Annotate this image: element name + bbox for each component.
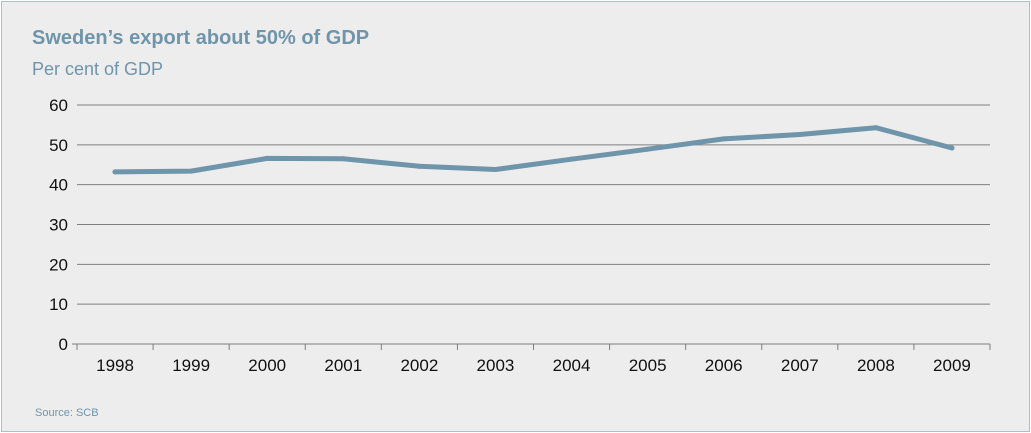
data-point <box>492 167 498 173</box>
data-point <box>949 145 955 151</box>
y-tick-label: 30 <box>49 216 68 235</box>
x-axis <box>72 343 991 350</box>
y-tick-label: 0 <box>59 335 68 354</box>
chart-subtitle: Per cent of GDP <box>32 59 164 79</box>
x-tick-label: 1999 <box>172 356 210 375</box>
y-tick-label: 20 <box>49 255 68 274</box>
data-point <box>569 156 575 162</box>
chart-title: Sweden’s export about 50% of GDP <box>32 27 370 49</box>
data-point <box>645 146 651 152</box>
y-tick-labels: 0 10 20 30 40 50 60 <box>49 96 68 354</box>
x-tick-label: 1998 <box>96 356 134 375</box>
data-point <box>112 169 118 175</box>
x-tick-label: 2007 <box>781 356 819 375</box>
y-tick-label: 50 <box>49 136 68 155</box>
series-group <box>112 125 955 175</box>
data-point <box>416 163 422 169</box>
y-tick-label: 60 <box>49 96 68 115</box>
data-point <box>797 131 803 137</box>
x-tick-label: 2005 <box>629 356 667 375</box>
x-tick-label: 2003 <box>477 356 515 375</box>
x-tick-label: 2002 <box>400 356 438 375</box>
series-line <box>112 125 955 175</box>
data-point <box>188 168 194 174</box>
x-tick-label: 2009 <box>933 356 971 375</box>
data-point <box>873 125 879 131</box>
y-tick-label: 10 <box>49 295 68 314</box>
x-tick-label: 2006 <box>705 356 743 375</box>
x-tick-label: 2004 <box>553 356 591 375</box>
gridlines <box>77 104 990 305</box>
x-tick-label: 2000 <box>248 356 286 375</box>
x-tick-label: 2001 <box>324 356 362 375</box>
source-note: Source: SCB <box>35 407 99 419</box>
data-point <box>721 136 727 142</box>
data-point <box>264 155 270 161</box>
x-tick-label: 2008 <box>857 356 895 375</box>
data-point <box>340 156 346 162</box>
x-tick-labels: 1998 1999 2000 2001 2002 2003 2004 2005 2006 2007… <box>96 356 971 375</box>
y-tick-label: 40 <box>49 176 68 195</box>
